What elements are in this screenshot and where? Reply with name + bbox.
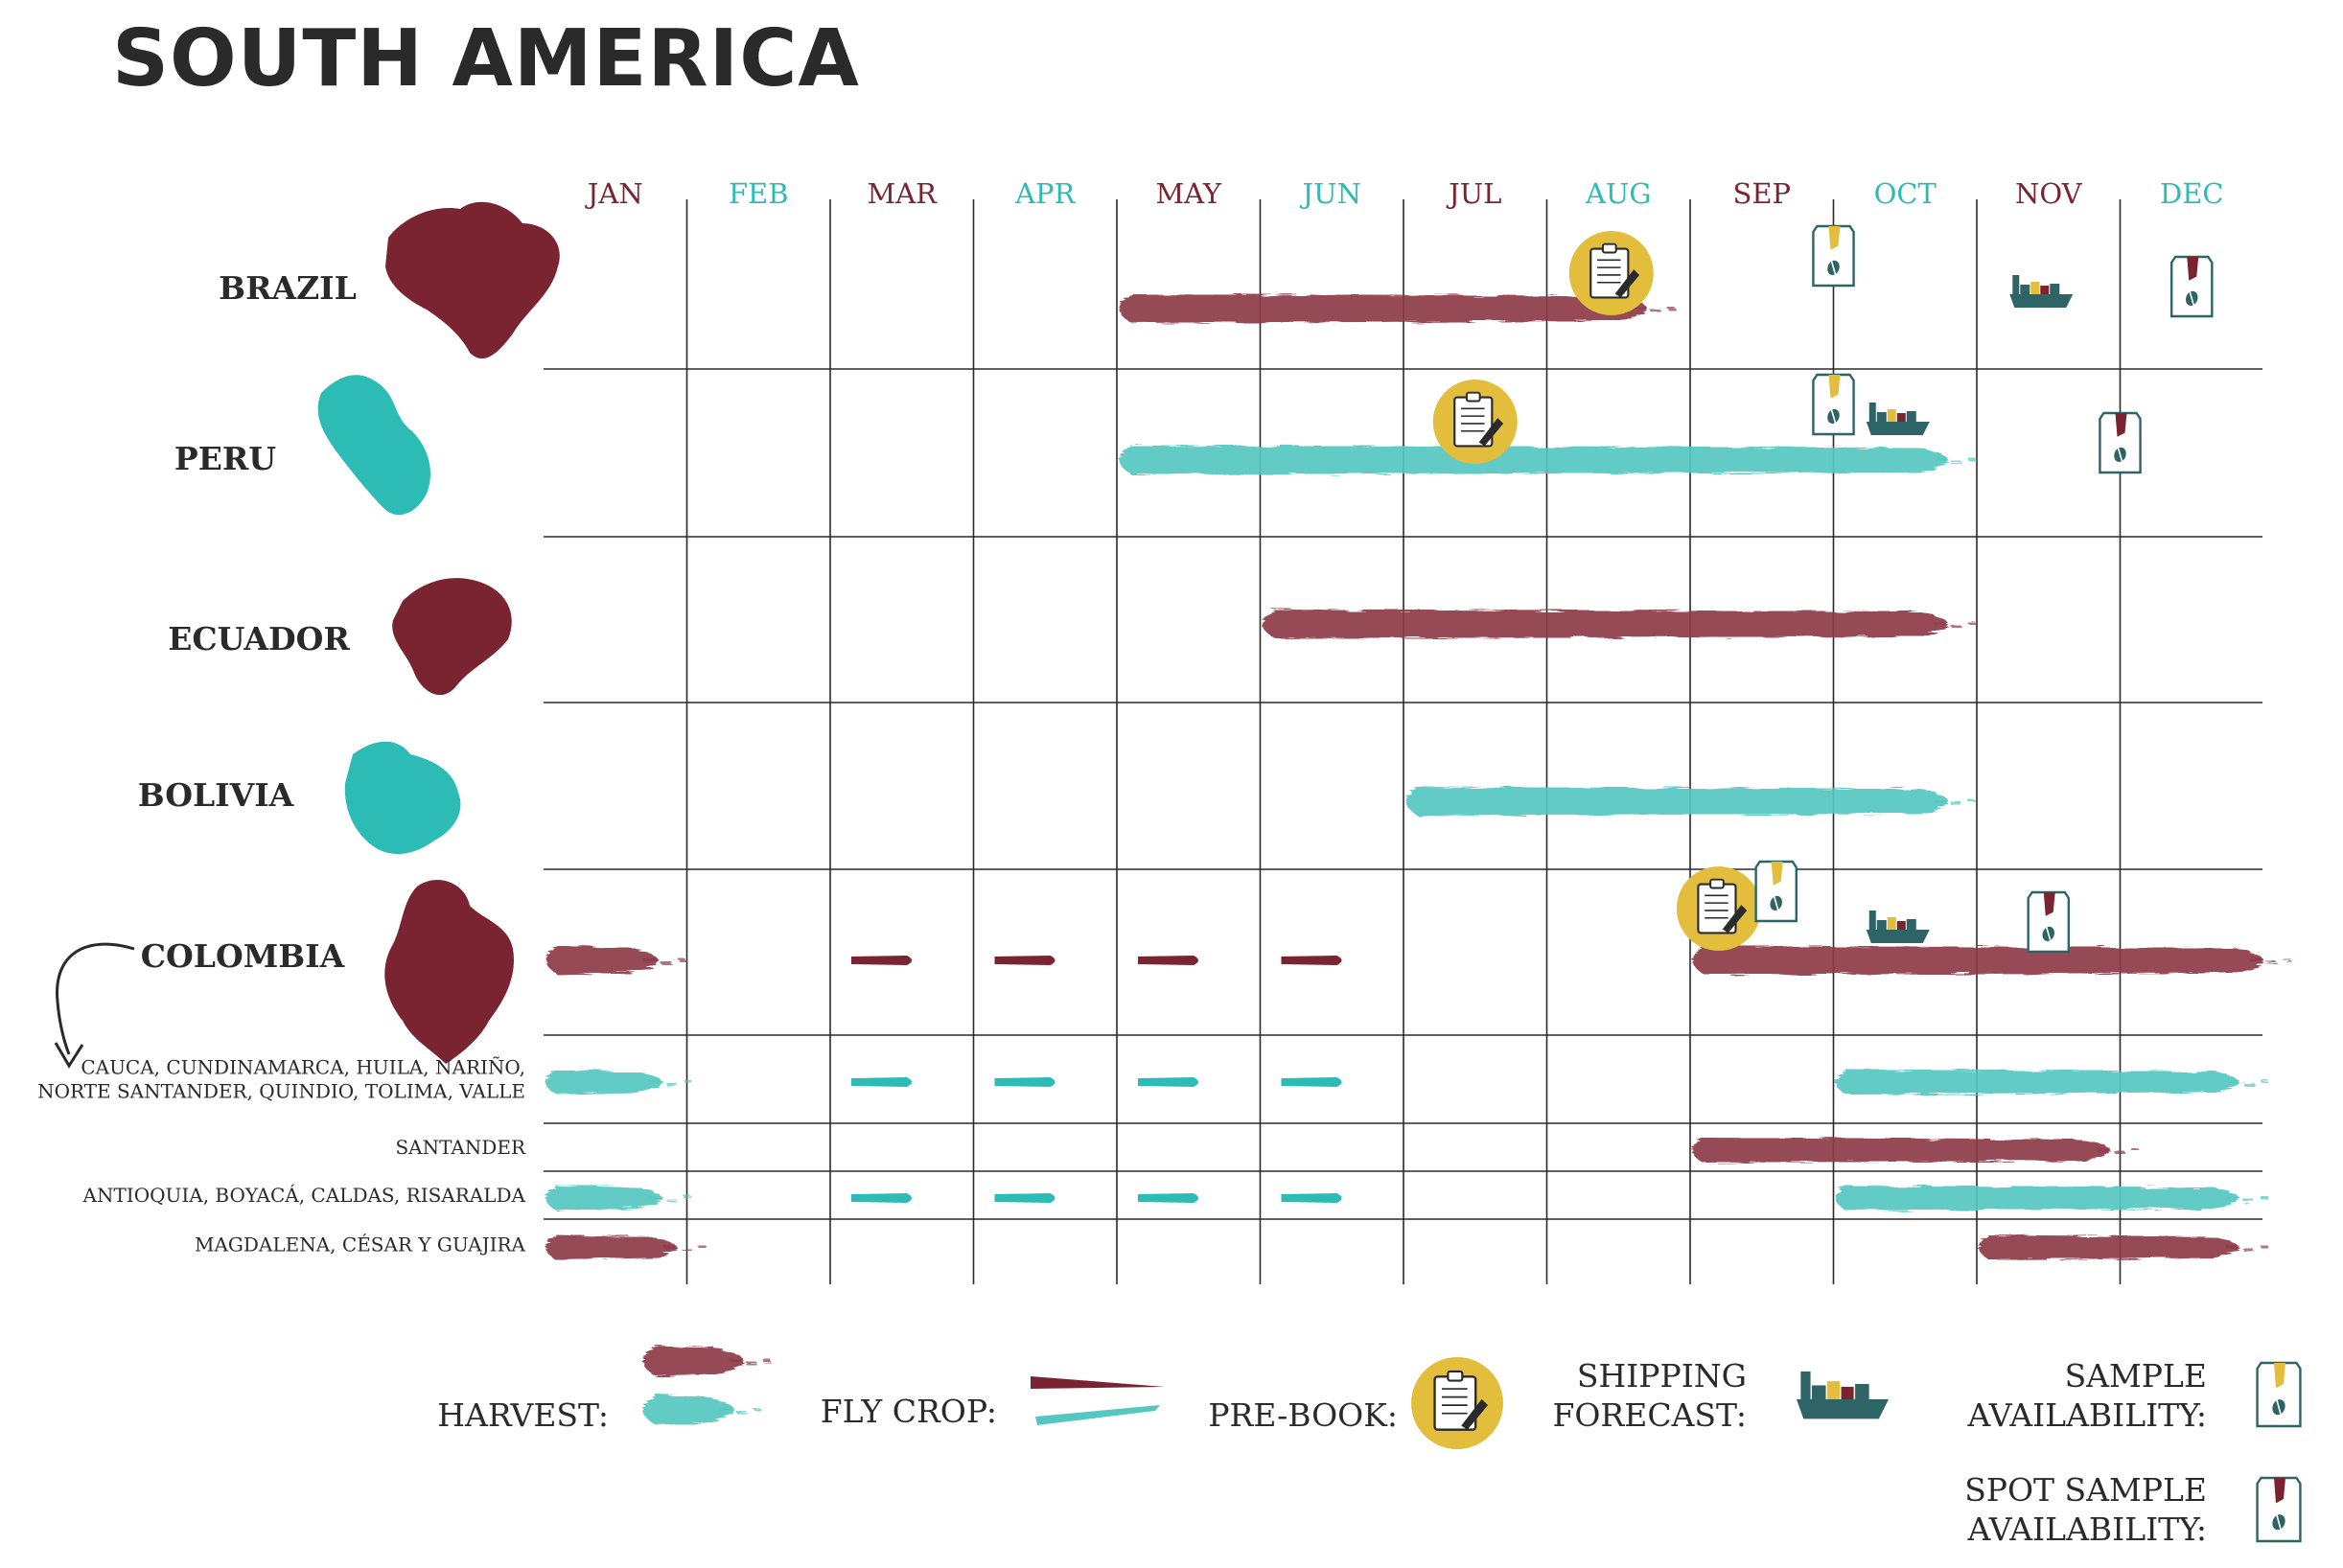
harvest-bar bbox=[545, 1234, 707, 1260]
row-label-bolivia: BOLIVIA bbox=[138, 776, 294, 814]
row-label-cauca-cundinamarca-huila-nari-o-norte-santander-quindio-tolima-valle: CAUCA, CUNDINAMARCA, HUILA, NARIÑO, NORTE… bbox=[37, 1056, 525, 1103]
month-label-aug: AUG bbox=[1585, 177, 1652, 210]
clipboard-pen-icon bbox=[1411, 1357, 1503, 1449]
harvest-bar bbox=[1692, 1138, 2140, 1163]
row-label-brazil: BRAZIL bbox=[219, 269, 357, 307]
harvest-bar bbox=[545, 946, 686, 975]
legend: HARVEST: FLY CROP: PRE-BOOK: SHIPPINGFORECA… bbox=[437, 1346, 2302, 1548]
month-label-may: MAY bbox=[1155, 177, 1221, 210]
legend-spot-sample-label-2: AVAILABILITY: bbox=[1967, 1510, 2207, 1548]
legend-spot-sample-label-1: SPOT SAMPLE bbox=[1964, 1471, 2207, 1509]
legend-fly-crop-label: FLY CROP: bbox=[821, 1393, 997, 1430]
legend-fly-crop-teal bbox=[1035, 1405, 1160, 1425]
harvest-bars bbox=[545, 294, 2291, 1260]
fly-crop-dash bbox=[1281, 1077, 1342, 1087]
bolivia-map-icon bbox=[344, 741, 461, 855]
legend-harvest-maroon bbox=[642, 1346, 771, 1376]
row-label-magdalena-c-sar-y-guajira: MAGDALENA, CÉSAR Y GUAJIRA bbox=[195, 1234, 526, 1257]
clipboard-pen-icon bbox=[1432, 380, 1518, 464]
page-title: SOUTH AMERICA bbox=[112, 13, 860, 104]
harvest-bar bbox=[1979, 1234, 2268, 1260]
legend-sample-label-1: SAMPLE bbox=[2065, 1357, 2207, 1395]
harvest-bar bbox=[1835, 1186, 2268, 1211]
fly-crop-dash bbox=[851, 1077, 912, 1087]
month-header: JAN FEB MAR APR MAY JUN JUL AUG SEP OCT NOV DEC bbox=[585, 177, 2224, 210]
legend-fly-crop-maroon bbox=[1031, 1376, 1165, 1389]
coffee-bag-icon bbox=[1812, 373, 1855, 436]
coffee-bag-dark-tab-icon bbox=[2099, 411, 2142, 474]
legend-shipping-label-2: FORECAST: bbox=[1552, 1396, 1747, 1434]
month-label-apr: APR bbox=[1014, 177, 1076, 210]
harvest-bar bbox=[1263, 610, 1976, 638]
fly-crop-dash bbox=[994, 1193, 1056, 1203]
fly-crop-dash bbox=[994, 956, 1056, 965]
month-label-nov: NOV bbox=[2015, 177, 2083, 210]
row-label-ecuador: ECUADOR bbox=[168, 620, 350, 657]
peru-map-icon bbox=[317, 375, 431, 516]
coffee-bag-icon bbox=[1754, 860, 1798, 923]
harvest-bar bbox=[1405, 787, 1976, 816]
row-markers bbox=[54, 224, 2214, 1069]
colombia-map-icon bbox=[384, 879, 514, 1064]
legend-harvest-label: HARVEST: bbox=[437, 1396, 609, 1434]
coffee-bag-dark-tab-icon bbox=[2169, 255, 2214, 318]
clipboard-pen-icon bbox=[1676, 866, 1761, 951]
legend-shipping-label-1: SHIPPING bbox=[1577, 1357, 1747, 1395]
grid-lines bbox=[544, 199, 2262, 1284]
row-label-santander: SANTANDER bbox=[395, 1136, 525, 1159]
month-label-oct: OCT bbox=[1874, 177, 1937, 210]
cargo-ship-icon bbox=[1866, 911, 1930, 943]
month-label-dec: DEC bbox=[2160, 177, 2224, 210]
fly-crop-dash bbox=[851, 956, 912, 965]
curved-arrow-icon bbox=[54, 942, 135, 1069]
legend-coffee-bag-dark-tab-icon bbox=[2256, 1476, 2302, 1543]
row-label-colombia: COLOMBIA bbox=[141, 937, 345, 975]
harvest-bar bbox=[545, 1070, 692, 1095]
fly-crop-dash bbox=[1281, 1193, 1342, 1203]
harvest-bar bbox=[1692, 946, 2291, 975]
fly-crop-dash bbox=[1138, 1077, 1198, 1087]
fly-crop-dash bbox=[1138, 1193, 1198, 1203]
harvest-bar bbox=[1119, 446, 1976, 474]
row-labels: BRAZIL PERU ECUADOR BOLIVIA COLOMBIA CAUCA, C… bbox=[37, 269, 526, 1257]
coffee-bag-icon bbox=[1812, 224, 1855, 288]
harvest-bar bbox=[1119, 294, 1676, 323]
month-label-jul: JUL bbox=[1446, 177, 1501, 210]
month-label-sep: SEP bbox=[1732, 177, 1791, 210]
legend-coffee-bag-icon bbox=[2256, 1361, 2302, 1428]
harvest-bar bbox=[1835, 1070, 2268, 1095]
clipboard-pen-icon bbox=[1568, 231, 1654, 315]
brazil-map-icon bbox=[385, 201, 560, 359]
row-label-peru: PERU bbox=[174, 440, 276, 477]
cargo-ship-icon bbox=[2009, 275, 2074, 308]
row-label-antioquia-boyac-caldas-risaralda: ANTIOQUIA, BOYACÁ, CALDAS, RISARALDA bbox=[82, 1184, 526, 1207]
ecuador-map-icon bbox=[392, 578, 512, 696]
fly-crop-dash bbox=[994, 1077, 1056, 1087]
harvest-bar bbox=[545, 1186, 692, 1211]
month-label-mar: MAR bbox=[868, 177, 939, 210]
legend-prebook-label: PRE-BOOK: bbox=[1208, 1396, 1398, 1434]
fly-crop-dash bbox=[851, 1193, 912, 1203]
fly-crop-dash bbox=[1138, 956, 1198, 965]
cargo-ship-icon bbox=[1797, 1371, 1889, 1419]
month-label-feb: FEB bbox=[729, 177, 789, 210]
country-maps bbox=[317, 201, 560, 1064]
month-label-jan: JAN bbox=[585, 177, 643, 210]
legend-sample-label-2: AVAILABILITY: bbox=[1967, 1396, 2207, 1434]
fly-crop-dash bbox=[1281, 956, 1342, 965]
cargo-ship-icon bbox=[1866, 403, 1930, 435]
coffee-bag-dark-tab-icon bbox=[2027, 890, 2071, 954]
legend-harvest-teal bbox=[642, 1395, 761, 1425]
month-label-jun: JUN bbox=[1300, 177, 1361, 210]
